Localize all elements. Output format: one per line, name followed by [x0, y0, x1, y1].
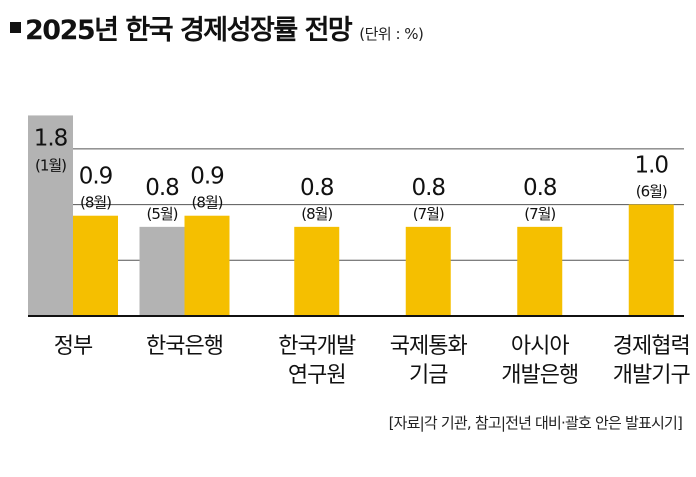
unit-note: (단위 : %) — [359, 25, 424, 43]
data-label: 0.9 — [79, 164, 113, 190]
source-note: [자료|각 기관, 참고|전년 대비·괄호 안은 발표시기] — [388, 414, 683, 432]
category-label: 한국개발 — [278, 334, 356, 359]
period-label: (6월) — [636, 183, 667, 201]
category-label: 한국은행 — [146, 334, 223, 359]
title-bullet-icon — [10, 22, 21, 33]
category-label: 개발기구 — [613, 363, 691, 388]
data-label: 0.8 — [523, 175, 557, 201]
period-label: (8월) — [301, 205, 332, 223]
bar-latest — [628, 204, 674, 316]
period-label: (7월) — [413, 205, 444, 223]
bar-latest — [294, 226, 340, 316]
bar-latest — [405, 226, 451, 316]
bar-latest — [184, 215, 230, 316]
period-label: (5월) — [146, 205, 177, 223]
data-label: 0.8 — [300, 175, 334, 201]
bar-previous — [28, 115, 73, 316]
bar-latest — [517, 226, 563, 316]
data-label: 0.9 — [190, 164, 224, 190]
bar-previous — [139, 226, 185, 316]
chart-title: 2025년 한국 경제성장률 전망 — [25, 15, 353, 46]
bar-latest — [73, 215, 118, 316]
category-label: 정부 — [54, 334, 93, 359]
data-label: 0.8 — [145, 175, 179, 201]
period-label: (1월) — [35, 156, 66, 174]
title-row: 2025년 한국 경제성장률 전망 (단위 : %) — [10, 8, 424, 48]
category-label: 개발은행 — [501, 363, 578, 388]
period-label: (7월) — [524, 205, 555, 223]
period-label: (8월) — [80, 194, 111, 212]
category-label: 기금 — [409, 363, 448, 388]
category-label: 연구원 — [288, 363, 346, 388]
data-label: 1.8 — [34, 125, 68, 151]
category-label: 경제협력 — [613, 334, 690, 359]
data-label: 1.0 — [634, 153, 668, 179]
category-label: 아시아 — [511, 334, 569, 359]
category-label: 국제통화 — [390, 334, 468, 359]
period-label: (8월) — [191, 194, 222, 212]
data-label: 0.8 — [411, 175, 445, 201]
